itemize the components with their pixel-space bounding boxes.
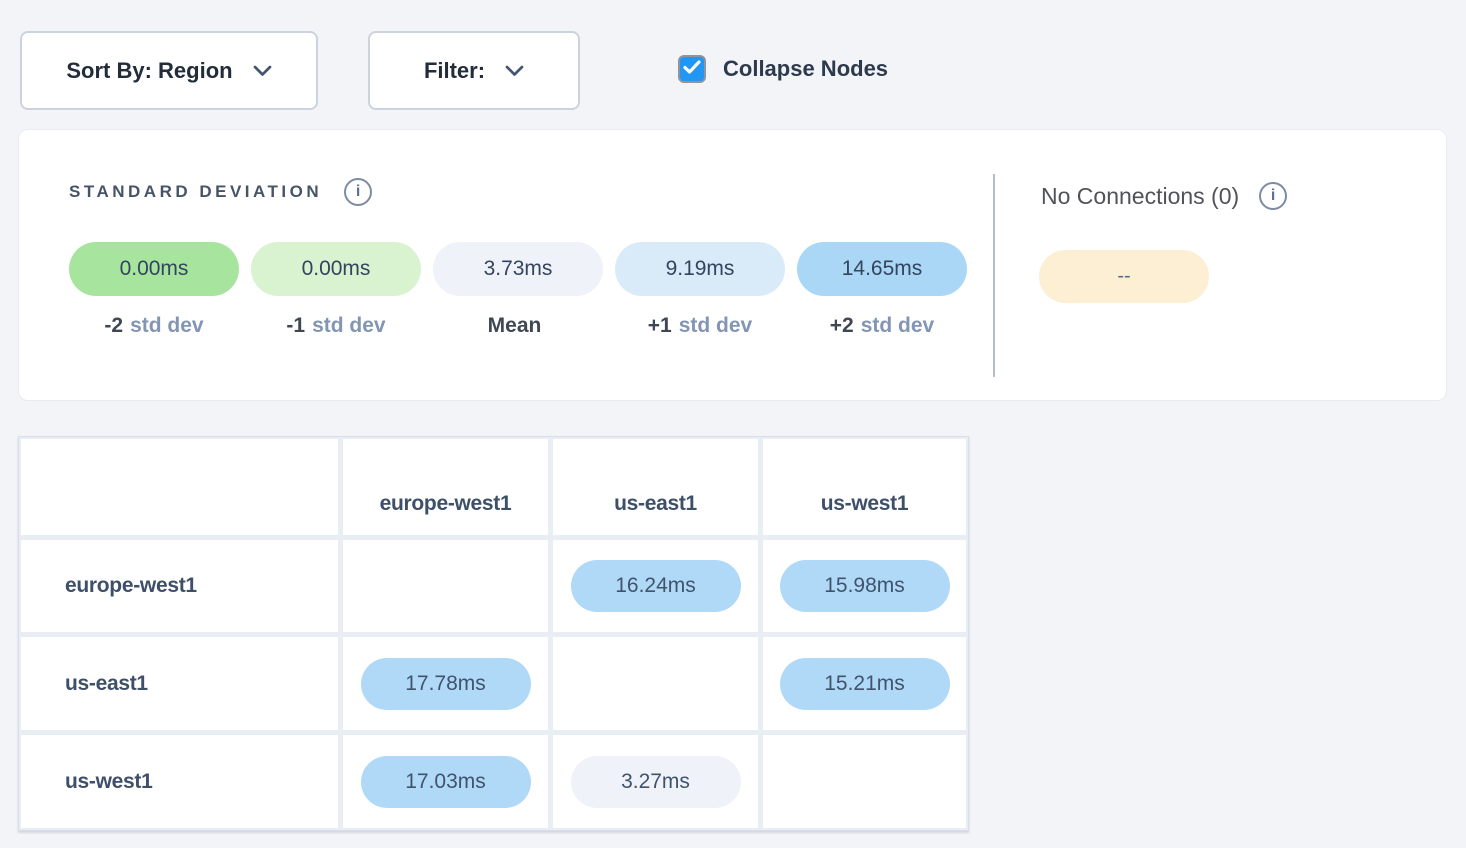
collapse-nodes-checkbox[interactable] — [678, 55, 706, 83]
std-dev-legend: 0.00ms -2 std dev 0.00ms -1 std dev 3.73ms… — [69, 242, 967, 338]
legend-bucket: 0.00ms -2 std dev — [69, 242, 239, 338]
legend-pill-plus2: 14.65ms — [797, 242, 967, 296]
matrix-cell-empty — [343, 540, 548, 632]
matrix-corner-cell — [21, 439, 338, 535]
no-connections-pill: -- — [1039, 250, 1209, 303]
matrix-cell-empty — [763, 735, 966, 828]
collapse-nodes-control: Collapse Nodes — [678, 55, 888, 83]
legend-label-plus2: +2 std dev — [829, 314, 935, 337]
latency-matrix-table: europe-west1 us-east1 us-west1 europe-we… — [18, 436, 969, 831]
matrix-cell: 17.03ms — [343, 735, 548, 828]
no-connections-title: No Connections (0) — [1041, 182, 1240, 209]
legend-label-minus1: -1 std dev — [286, 314, 386, 337]
matrix-column-header: us-east1 — [553, 439, 758, 535]
legend-bucket: 0.00ms -1 std dev — [251, 242, 421, 338]
legend-pill-minus2: 0.00ms — [69, 242, 239, 296]
legend-pill-minus1: 0.00ms — [251, 242, 421, 296]
chevron-down-icon — [505, 65, 524, 77]
legend-bucket: 14.65ms +2 std dev — [797, 242, 967, 338]
latency-pill: 3.27ms — [570, 755, 741, 808]
vertical-divider — [993, 174, 995, 377]
matrix-cell: 17.78ms — [343, 637, 548, 730]
legend-pill-plus1: 9.19ms — [615, 242, 785, 296]
matrix-row-header: us-west1 — [21, 735, 338, 828]
matrix-column-header: europe-west1 — [343, 439, 548, 535]
sort-by-dropdown[interactable]: Sort By: Region — [20, 31, 318, 110]
legend-bucket: 3.73ms Mean — [433, 242, 603, 338]
legend-label-minus2: -2 std dev — [104, 314, 204, 337]
legend-label-mean: Mean — [487, 314, 542, 337]
matrix-row-header: us-east1 — [21, 637, 338, 730]
legend-bucket: 9.19ms +1 std dev — [615, 242, 785, 338]
legend-pill-mean: 3.73ms — [433, 242, 603, 296]
collapse-nodes-label[interactable]: Collapse Nodes — [723, 56, 889, 81]
info-icon[interactable]: i — [344, 178, 373, 206]
info-icon[interactable]: i — [1259, 182, 1288, 210]
matrix-cell: 15.98ms — [763, 540, 966, 632]
filter-label: Filter: — [423, 57, 486, 83]
matrix-cell-empty — [553, 637, 758, 730]
legend-label-plus1: +1 std dev — [647, 314, 753, 337]
standard-deviation-title: STANDARD DEVIATION — [69, 182, 323, 201]
matrix-column-header: us-west1 — [763, 439, 966, 535]
chevron-down-icon — [253, 65, 272, 77]
latency-pill: 17.78ms — [360, 657, 531, 710]
latency-pill: 15.21ms — [779, 657, 950, 710]
filter-dropdown[interactable]: Filter: — [368, 31, 580, 110]
sort-by-label: Sort By: Region — [66, 57, 233, 83]
matrix-cell: 15.21ms — [763, 637, 966, 730]
latency-pill: 15.98ms — [779, 560, 950, 612]
matrix-cell: 3.27ms — [553, 735, 758, 828]
matrix-row-header: europe-west1 — [21, 540, 338, 632]
matrix-cell: 16.24ms — [553, 540, 758, 632]
latency-pill: 17.03ms — [360, 755, 531, 808]
latency-pill: 16.24ms — [570, 560, 741, 612]
checkmark-icon — [683, 59, 701, 79]
legend-card: STANDARD DEVIATION i 0.00ms -2 std dev 0.… — [18, 129, 1447, 401]
